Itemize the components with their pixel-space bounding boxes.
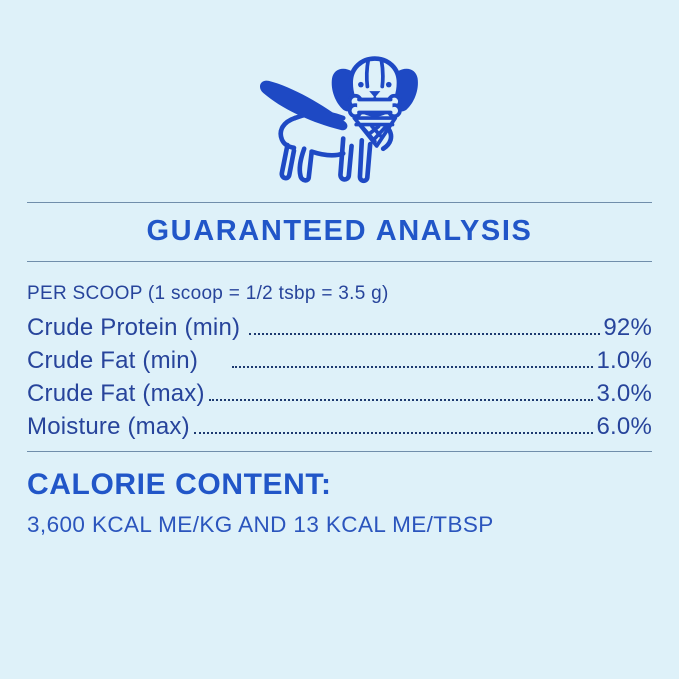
analysis-row-moisture-max: Moisture (max) 6.0%	[27, 413, 652, 446]
row-label: Crude Fat (min)	[27, 347, 199, 374]
analysis-row-crude-protein-min: Crude Protein (min) 92%	[27, 314, 652, 347]
dot-leader	[208, 399, 594, 401]
dot-leader	[232, 366, 594, 368]
row-label: Crude Fat (max)	[27, 380, 205, 407]
guaranteed-analysis-title: GUARANTEED ANALYSIS	[146, 215, 533, 247]
row-value: 3.0%	[596, 380, 652, 407]
dot-leader	[249, 333, 601, 335]
analysis-row-crude-fat-max: Crude Fat (max) 3.0%	[27, 380, 652, 413]
calorie-content-detail: 3,600 KCAL ME/KG AND 13 KCAL ME/TBSP	[27, 512, 494, 537]
divider-bottom	[27, 451, 652, 452]
divider-top	[27, 202, 652, 203]
row-label: Crude Protein (min)	[27, 314, 241, 341]
calorie-content-title: CALORIE CONTENT:	[27, 468, 332, 501]
dog-with-bone-icon	[259, 56, 418, 184]
dot-leader	[193, 432, 594, 434]
row-value: 92%	[603, 314, 652, 341]
serving-note: PER SCOOP (1 scoop = 1/2 tsbp = 3.5 g)	[27, 283, 389, 304]
row-value: 1.0%	[596, 347, 652, 374]
divider-under-title	[27, 261, 652, 262]
row-value: 6.0%	[596, 413, 652, 440]
row-label: Moisture (max)	[27, 413, 190, 440]
analysis-row-crude-fat-min: Crude Fat (min) 1.0%	[27, 347, 652, 380]
logo-illustration	[27, 0, 652, 202]
